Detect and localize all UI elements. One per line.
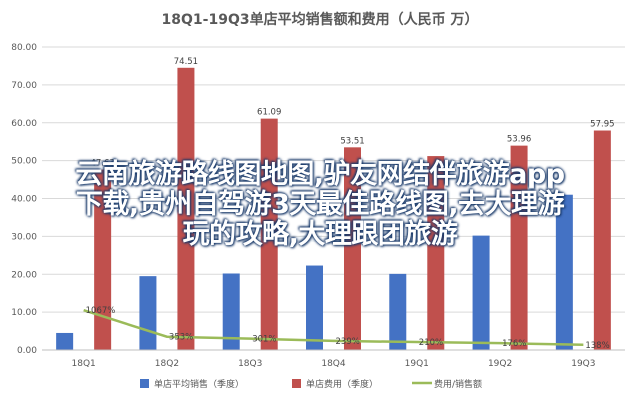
line-data-label: 210%: [419, 338, 443, 348]
bar: [177, 67, 195, 351]
bar: [222, 273, 240, 350]
ratio-line: [83, 309, 584, 347]
legend-label: 费用/销售额: [434, 378, 482, 390]
bar-data-label: 61.09: [257, 108, 281, 118]
watermark-logo: ~ ~ ~: [245, 215, 374, 261]
data-labels: 47.63 74.51 61.09 53.51 53.96 57.95 1067% 353% 3…: [86, 57, 615, 351]
line-data-label: 239%: [336, 337, 360, 347]
x-tick-label: 19Q3: [571, 359, 595, 369]
line-data-label: 176%: [502, 339, 526, 349]
x-tick-label: 19Q1: [405, 359, 429, 369]
line-series: [83, 309, 584, 347]
bar: [593, 130, 611, 350]
x-tick-label: 18Q3: [238, 359, 262, 369]
grid-lines: [42, 46, 625, 351]
y-tick-label: 80.00: [11, 43, 37, 53]
line-data-label: 138%: [585, 341, 609, 351]
bar: [306, 265, 323, 350]
bar: [94, 169, 112, 350]
y-tick-label: 0.00: [17, 346, 37, 356]
legend-swatch: [292, 379, 301, 388]
bars: [56, 67, 611, 351]
bar-data-label: 74.51: [174, 57, 198, 67]
line-data-label: 1067%: [86, 306, 116, 316]
bar: [344, 147, 361, 350]
y-tick-label: 60.00: [11, 119, 37, 129]
legend: 单店平均销售（季度） 单店费用（季度） 费用/销售额: [140, 378, 482, 390]
y-tick-label: 10.00: [11, 308, 37, 318]
bar: [260, 118, 278, 350]
y-tick-label: 50.00: [11, 157, 37, 167]
y-tick-label: 40.00: [11, 195, 37, 205]
x-axis: 18Q1 18Q2 18Q3 18Q4 19Q1 19Q2 19Q3: [42, 349, 625, 369]
y-tick-label: 20.00: [11, 270, 37, 280]
bar-data-label: 53.96: [507, 135, 531, 145]
x-tick-label: 18Q1: [72, 359, 96, 369]
bar-data-label: 47.63: [90, 159, 114, 169]
y-tick-label: 70.00: [11, 81, 37, 91]
bar: [555, 194, 573, 350]
x-tick-label: 19Q2: [488, 359, 512, 369]
y-tick-label: 30.00: [11, 232, 37, 242]
bar: [427, 156, 445, 350]
bar: [139, 276, 157, 350]
line-data-label: 353%: [169, 333, 193, 343]
bar-data-label: 53.51: [340, 136, 364, 146]
legend-swatch: [140, 379, 149, 388]
bar: [56, 332, 74, 350]
bar: [389, 273, 407, 350]
legend-label: 单店平均销售（季度）: [154, 378, 244, 390]
x-tick-label: 18Q2: [155, 359, 179, 369]
bar-data-label: 57.95: [590, 120, 614, 130]
y-axis: 0.00 10.00 20.00 30.00 40.00 50.00 60.00 70.00 8…: [11, 43, 37, 356]
bar: [472, 235, 490, 350]
chart-title: 18Q1-19Q3单店平均销售额和费用（人民币 万）: [162, 11, 479, 28]
legend-label: 单店费用（季度）: [306, 378, 378, 390]
x-tick-label: 18Q4: [321, 359, 346, 369]
line-data-label: 301%: [252, 335, 276, 345]
bar: [510, 145, 528, 350]
